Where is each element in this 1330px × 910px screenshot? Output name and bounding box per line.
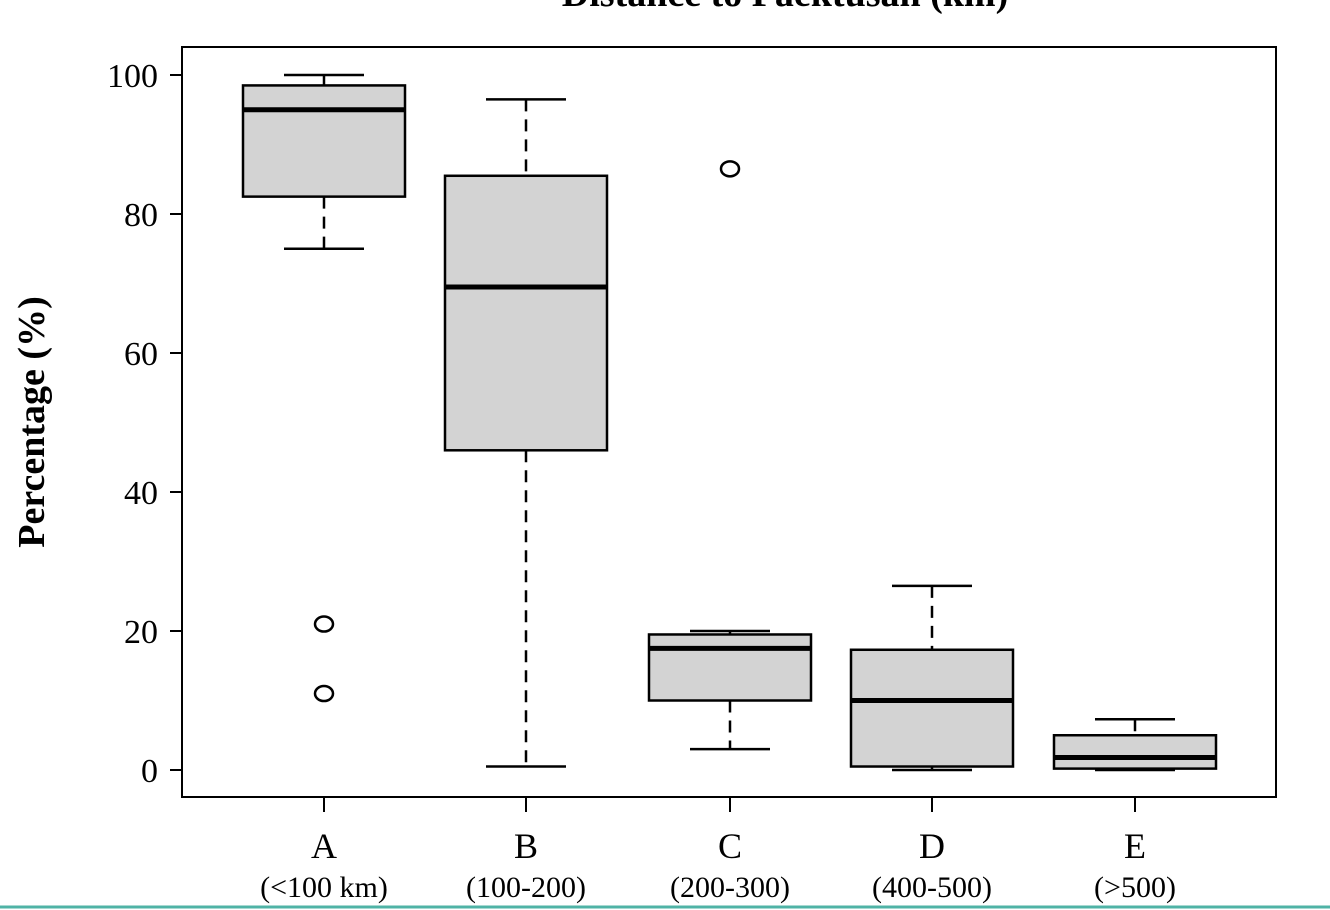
outlier-c-1 bbox=[719, 160, 741, 178]
iqr-box-c bbox=[647, 633, 813, 702]
box-e bbox=[1052, 718, 1218, 772]
iqr-box-a bbox=[241, 84, 407, 198]
x-tick-label-e: E bbox=[1124, 826, 1146, 866]
box-c bbox=[647, 160, 813, 751]
box-d bbox=[849, 584, 1015, 772]
iqr-box-b bbox=[443, 174, 609, 452]
y-tick-label-80: 80 bbox=[124, 197, 158, 234]
iqr-box-e bbox=[1052, 734, 1218, 770]
chart-title: Distance to Paektusan (km) bbox=[562, 0, 1008, 15]
x-tick-label-a: A bbox=[311, 826, 337, 866]
x-axis: A (<100 km) B (100-200) C (200-300) D (400-500)… bbox=[260, 797, 1176, 904]
y-tick-label-100: 100 bbox=[107, 58, 158, 95]
y-tick-label-0: 0 bbox=[141, 753, 158, 790]
x-sublabel-b: (100-200) bbox=[466, 871, 586, 904]
y-axis-label: Percentage (%) bbox=[11, 296, 53, 547]
box-a bbox=[241, 73, 407, 703]
outlier-a-1 bbox=[313, 615, 335, 633]
x-sublabel-d: (400-500) bbox=[872, 871, 992, 904]
boxes-group bbox=[241, 73, 1218, 772]
y-axis: 0 20 40 60 80 100 bbox=[107, 58, 182, 790]
x-tick-label-b: B bbox=[514, 826, 538, 866]
y-tick-label-20: 20 bbox=[124, 614, 158, 651]
iqr-box-d bbox=[849, 648, 1015, 768]
box-b bbox=[443, 98, 609, 768]
outlier-a-2 bbox=[313, 684, 335, 703]
x-tick-label-d: D bbox=[919, 826, 945, 866]
y-tick-label-40: 40 bbox=[124, 475, 158, 512]
x-sublabel-e: (>500) bbox=[1094, 871, 1176, 904]
x-sublabel-c: (200-300) bbox=[670, 871, 790, 904]
x-sublabel-a: (<100 km) bbox=[260, 871, 388, 904]
x-tick-label-c: C bbox=[718, 826, 742, 866]
y-tick-label-60: 60 bbox=[124, 336, 158, 373]
